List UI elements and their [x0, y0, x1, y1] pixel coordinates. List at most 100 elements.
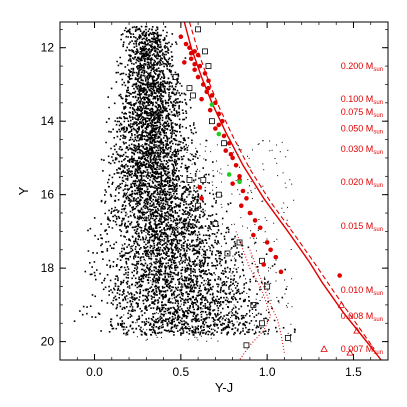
- open-square-marker: [221, 140, 227, 147]
- red-point: [223, 148, 229, 153]
- red-point: [237, 174, 242, 179]
- mass-label: 0.007 Msun: [341, 344, 383, 356]
- field-star-points: [73, 25, 296, 336]
- y-tick-label: 18: [41, 261, 55, 275]
- red-point: [206, 78, 211, 84]
- red-point: [252, 218, 258, 223]
- x-tick-label: 1.5: [345, 365, 362, 379]
- x-axis-label: Y-J: [215, 380, 233, 395]
- open-square-marker: [172, 74, 179, 81]
- red-point: [221, 133, 227, 139]
- red-point: [219, 118, 225, 124]
- isochrone-solid-0: [183, 21, 382, 361]
- y-tick-label: 16: [41, 188, 55, 202]
- mass-label: 0.050 Msun: [341, 124, 383, 136]
- red-point: [216, 122, 222, 128]
- open-square-marker: [243, 342, 250, 349]
- red-point: [199, 96, 204, 102]
- open-square-marker: [205, 63, 212, 69]
- open-square-marker: [190, 92, 196, 99]
- red-point: [197, 63, 203, 69]
- x-tick-label: 0.0: [86, 365, 103, 379]
- open-square-marker: [215, 191, 222, 198]
- red-point: [257, 225, 263, 231]
- y-tick-label: 12: [41, 41, 55, 55]
- x-tick-label: 1.0: [259, 365, 276, 379]
- open-square-marker: [264, 283, 271, 290]
- mass-label: 0.100 Msun: [341, 94, 383, 106]
- mass-label: 0.010 Msun: [341, 285, 383, 297]
- open-triangle-markers: [320, 301, 361, 356]
- y-tick-label: 20: [41, 335, 55, 349]
- red-point: [183, 41, 189, 47]
- red-point: [209, 93, 215, 98]
- mass-label: 0.075 Msun: [341, 107, 383, 119]
- red-point: [278, 269, 284, 275]
- green-point: [209, 102, 215, 107]
- red-point: [202, 71, 208, 76]
- mass-label: 0.020 Msun: [341, 177, 383, 189]
- red-point: [195, 52, 201, 58]
- red-point: [216, 111, 222, 117]
- red-point: [213, 126, 218, 131]
- open-triangle-marker: [353, 326, 361, 334]
- red-point: [188, 50, 194, 56]
- open-square-marker: [259, 320, 265, 327]
- red-point: [213, 100, 218, 106]
- red-point: [195, 74, 201, 80]
- red-point: [207, 107, 213, 113]
- red-point: [226, 140, 232, 146]
- field-star-cloud: [73, 25, 296, 343]
- red-point: [268, 247, 273, 253]
- red-candidate-points: [178, 34, 342, 278]
- red-point: [251, 232, 256, 238]
- green-point: [237, 179, 242, 185]
- red-point: [192, 49, 197, 54]
- red-point: [192, 61, 197, 67]
- y-axis-label: Y: [16, 186, 31, 195]
- mass-label: 0.015 Msun: [341, 221, 383, 233]
- open-square-marker: [195, 202, 202, 209]
- open-triangle-marker: [346, 348, 354, 356]
- red-point: [187, 45, 192, 51]
- field-star-outliers: [121, 140, 295, 343]
- red-point: [228, 151, 234, 157]
- isochrone-dashed-1: [188, 21, 375, 350]
- red-point: [264, 240, 270, 245]
- open-triangle-marker: [337, 301, 346, 308]
- red-point: [247, 210, 253, 216]
- open-square-marker: [224, 250, 231, 257]
- open-square-marker: [200, 177, 207, 183]
- isochrone-dotted-3: [249, 249, 285, 353]
- red-point: [181, 60, 187, 65]
- red-point: [337, 273, 342, 278]
- y-tick-label: 14: [41, 114, 55, 128]
- open-square-marker: [186, 85, 193, 92]
- open-square-marker: [202, 48, 208, 55]
- open-square-marker: [209, 118, 215, 125]
- red-point: [178, 34, 184, 39]
- red-point: [197, 185, 203, 190]
- x-tick-label: 0.5: [172, 365, 189, 379]
- open-square-marker: [236, 239, 243, 246]
- red-point: [233, 162, 239, 168]
- open-square-markers: [172, 26, 291, 349]
- open-square-marker: [250, 301, 257, 308]
- red-point: [244, 196, 249, 201]
- red-point: [199, 196, 204, 201]
- open-square-marker: [186, 177, 193, 183]
- axis-ticks: 0.0 0.5 1.0 1.5 12 14 16 18 20: [41, 22, 388, 379]
- red-point: [188, 56, 194, 62]
- red-point: [261, 262, 267, 267]
- mass-label: 0.030 Msun: [341, 144, 383, 156]
- open-square-marker: [195, 26, 202, 33]
- isochrone-lines: [183, 21, 382, 361]
- green-point: [216, 131, 222, 137]
- plot-frame: [59, 21, 389, 361]
- red-point: [238, 203, 244, 208]
- open-triangle-marker: [320, 345, 328, 352]
- red-point: [240, 188, 246, 194]
- red-point: [230, 181, 235, 186]
